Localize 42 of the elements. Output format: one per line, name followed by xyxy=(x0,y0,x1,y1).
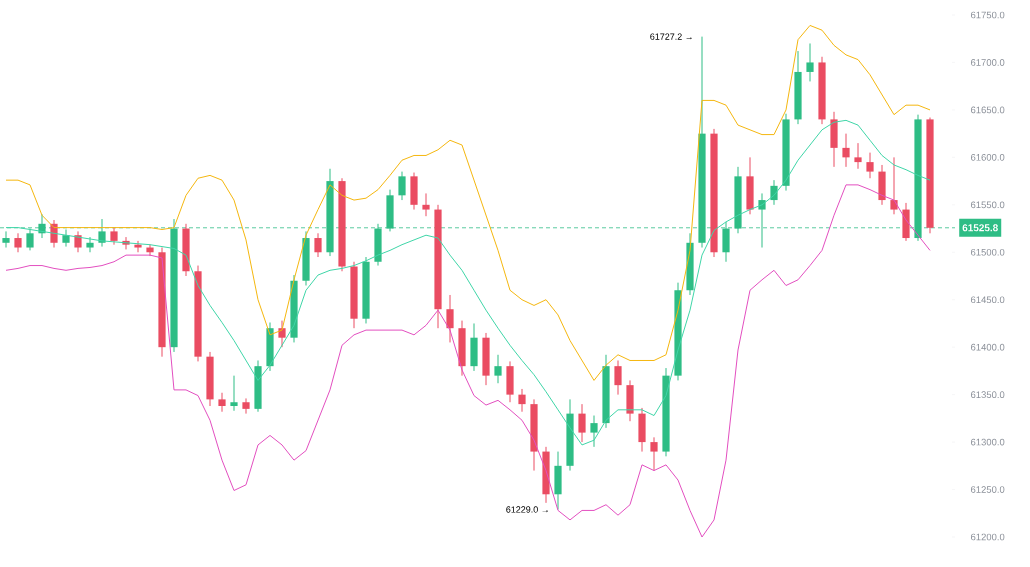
candlestick xyxy=(614,359,622,396)
candlestick xyxy=(14,232,22,253)
candlestick xyxy=(134,240,142,253)
ref-line-label: 61525.8 xyxy=(962,224,998,232)
y-tick-label: 61400.0 xyxy=(971,343,1005,351)
y-tick-label: 61450.0 xyxy=(971,296,1005,304)
y-tick-label: 61300.0 xyxy=(971,438,1005,446)
candlestick xyxy=(806,42,814,82)
y-tick-label: 61600.0 xyxy=(971,154,1005,161)
candlestick xyxy=(398,171,406,201)
candlestick xyxy=(866,152,874,179)
candlestick xyxy=(26,228,34,251)
annotation: 61229.0 → xyxy=(506,506,548,513)
y-tick-label: 61700.0 xyxy=(971,59,1005,66)
candlestick xyxy=(218,392,226,413)
candlestick xyxy=(146,244,154,257)
candlestick xyxy=(230,375,238,412)
candlestick xyxy=(518,388,526,413)
candlestick xyxy=(446,294,454,343)
candlestick xyxy=(278,320,286,348)
y-tick-label: 61250.0 xyxy=(971,486,1005,493)
candlestick xyxy=(854,142,862,170)
candlestick xyxy=(98,218,106,248)
y-tick-label: 61500.0 xyxy=(971,248,1005,256)
candlestick xyxy=(62,228,70,248)
candlestick xyxy=(578,403,586,443)
y-tick-label: 61550.0 xyxy=(971,201,1005,209)
y-tick-label: 61200.0 xyxy=(971,533,1005,541)
candlestick xyxy=(2,230,10,249)
candlestick xyxy=(494,354,502,384)
candlestick xyxy=(314,232,322,258)
candlestick xyxy=(590,415,598,448)
candlestick xyxy=(650,436,658,472)
candlestick xyxy=(842,133,850,168)
candlestick xyxy=(86,236,94,253)
annotation: 61727.2 → xyxy=(650,33,692,40)
y-tick-label: 61350.0 xyxy=(971,391,1005,398)
y-tick-label: 61650.0 xyxy=(971,106,1005,114)
candlestick xyxy=(242,397,250,415)
y-tick-label: 61750.0 xyxy=(971,11,1005,19)
candlestick xyxy=(890,156,898,215)
candlestick xyxy=(422,192,430,217)
